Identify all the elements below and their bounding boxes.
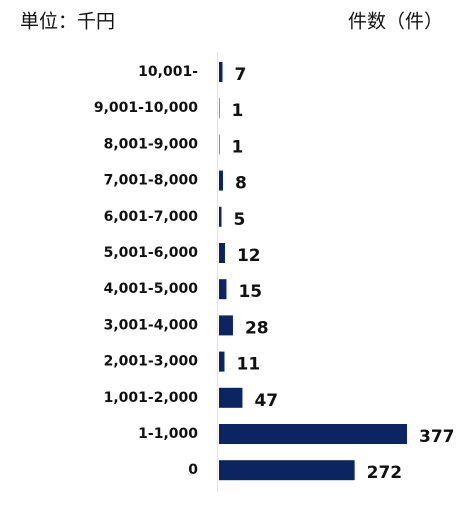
value-label: 1: [231, 137, 243, 157]
value-axis-label: 件数（件）: [348, 11, 443, 33]
bar: [219, 460, 355, 481]
value-label: 377: [419, 427, 455, 447]
value-label: 28: [245, 318, 269, 338]
bar: [219, 170, 223, 191]
value-label: 1: [231, 101, 243, 121]
value-label: 12: [237, 246, 261, 266]
category-label: 5,001-6,000: [104, 245, 199, 261]
unit-label: 単位：千円: [20, 11, 115, 33]
category-label: 10,001-: [138, 64, 198, 80]
category-label: 9,001-10,000: [94, 100, 198, 116]
category-label: 8,001-9,000: [104, 136, 199, 152]
category-label: 1-1,000: [138, 426, 198, 442]
category-label: 6,001-7,000: [104, 209, 199, 225]
value-label: 5: [233, 210, 245, 230]
value-label: 47: [254, 391, 278, 411]
category-label: 0: [188, 462, 198, 478]
value-label: 7: [234, 65, 246, 85]
bar: [219, 206, 222, 227]
value-label: 15: [238, 282, 262, 302]
bar: [219, 424, 407, 444]
bar: [219, 243, 225, 263]
category-label: 2,001-3,000: [104, 354, 199, 370]
category-label: 4,001-5,000: [104, 281, 199, 297]
category-label: 7,001-8,000: [104, 173, 199, 189]
bar: [219, 351, 225, 372]
value-label: 8: [235, 174, 247, 194]
value-label: 272: [367, 463, 403, 483]
value-label: 11: [236, 355, 260, 375]
bar: [219, 315, 233, 336]
category-label: 1,001-2,000: [104, 390, 199, 406]
bar: [219, 387, 243, 408]
bar: [219, 279, 227, 300]
bar: [219, 62, 223, 82]
category-label: 3,001-4,000: [104, 317, 199, 333]
